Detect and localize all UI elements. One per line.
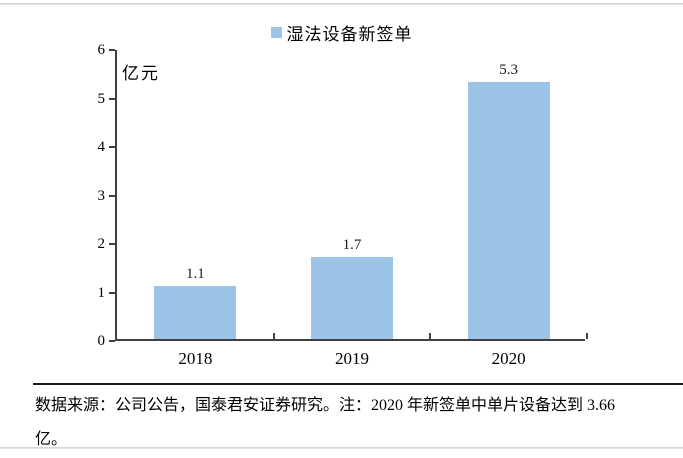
bar-value-label-2018: 1.1 (185, 265, 205, 282)
bar-value-label-2019: 1.7 (342, 236, 362, 253)
x-axis-tick (586, 333, 588, 339)
x-axis-category-label-2020: 2020 (491, 349, 526, 368)
source-note-line2: 亿。 (35, 430, 68, 448)
top-divider (0, 3, 683, 5)
chart-legend: 湿法设备新签单 (0, 20, 683, 45)
bottom-divider (0, 447, 683, 449)
bar-2020 (467, 81, 550, 339)
source-note-line1: 数据来源：公司公告，国泰君安证券研究。注：2020 年新签单中单片设备达到 3.… (35, 397, 616, 414)
y-axis-tick-label: 5 (97, 90, 106, 107)
footer-divider (33, 383, 683, 385)
y-axis-tick-label: 6 (97, 42, 106, 58)
bar-2019 (311, 256, 393, 339)
y-axis-tick (109, 194, 115, 197)
bar-value-label-2020: 5.3 (499, 61, 519, 78)
y-axis-tick (109, 49, 115, 51)
y-axis-tick-label: 2 (97, 236, 106, 252)
y-axis-tick (109, 340, 115, 342)
y-axis-tick (109, 243, 115, 245)
y-axis-tick-label: 3 (97, 187, 106, 204)
y-axis-tick (109, 291, 115, 294)
legend-swatch-icon (270, 27, 282, 38)
y-axis-unit-label: 亿元 (122, 64, 160, 83)
y-axis-tick-label: 0 (97, 333, 106, 349)
source-note: 数据来源：公司公告，国泰君安证券研究。注：2020 年新签单中单片设备达到 3.… (35, 389, 665, 456)
x-axis-category-label-2019: 2019 (335, 349, 369, 368)
x-axis-tick (272, 333, 275, 339)
plot-area: 0 1 2 3 4 5 6 1.1 2018 1.7 2019 5.3 2020 (98, 42, 588, 368)
x-axis-category-label-2018: 2018 (178, 349, 213, 368)
bar-2018 (154, 285, 237, 339)
y-axis-tick (109, 146, 115, 148)
x-axis-tick (429, 333, 432, 339)
legend-series-label: 湿法设备新签单 (286, 25, 413, 44)
y-axis-tick-label: 4 (97, 139, 106, 155)
y-axis-tick-label: 1 (97, 284, 106, 301)
y-axis-tick (109, 97, 115, 100)
